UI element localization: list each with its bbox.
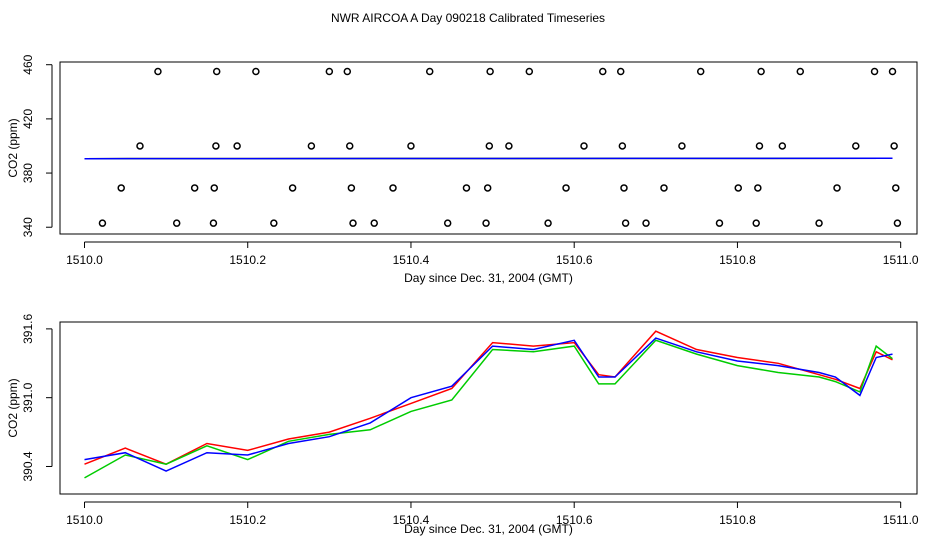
- panel-2: 1510.0 1510.2 1510.4 1510.6 1510.8 1511.0 390.…: [6, 314, 919, 536]
- data-point: [325, 67, 334, 76]
- data-point: [212, 67, 221, 76]
- data-point: [485, 142, 494, 150]
- data-point: [443, 219, 452, 227]
- data-point: [892, 184, 900, 192]
- data-point: [621, 219, 630, 227]
- data-point: [407, 142, 415, 150]
- data-point: [754, 184, 762, 192]
- x-tick-label: 1510.6: [556, 253, 593, 267]
- data-point: [486, 67, 494, 76]
- x-tick-label: 1510.0: [66, 253, 103, 267]
- data-point: [715, 219, 724, 227]
- x-tick-label: 1511.0: [883, 513, 919, 527]
- y-tick-label: 391.0: [21, 382, 35, 412]
- data-point: [888, 67, 897, 76]
- data-point: [136, 142, 144, 150]
- y-tick-label: 391.6: [21, 314, 35, 344]
- data-point: [752, 219, 760, 227]
- data-point: [210, 184, 219, 192]
- y-tick-label: 340: [21, 217, 35, 237]
- chart-title: NWR AIRCOA A Day 090218 Calibrated Times…: [331, 11, 605, 25]
- data-point: [734, 184, 743, 192]
- plot-frame: [59, 61, 918, 235]
- data-point: [852, 142, 860, 150]
- x-tick-label: 1510.2: [229, 513, 266, 527]
- data-point: [544, 219, 552, 227]
- series-line-2: [84, 339, 893, 479]
- data-point: [778, 142, 787, 150]
- y-axis-label: CO2 (ppm): [6, 378, 20, 437]
- x-axis-label: Day since Dec. 31, 2004 (GMT): [404, 271, 573, 285]
- data-point: [757, 67, 765, 76]
- data-point: [620, 184, 628, 192]
- y-tick-label: 390.4: [21, 451, 35, 481]
- data-point: [389, 184, 397, 192]
- series-line-3: [84, 337, 893, 472]
- data-point: [190, 184, 199, 192]
- x-tick-label: 1511.0: [883, 253, 919, 267]
- data-point: [349, 219, 357, 227]
- data-point: [154, 67, 162, 76]
- data-point: [252, 67, 260, 76]
- data-point: [580, 142, 588, 150]
- x-tick-label: 1510.0: [66, 513, 103, 527]
- data-point: [98, 219, 107, 227]
- data-point: [483, 184, 492, 192]
- data-point: [616, 67, 625, 76]
- panel-1: 1510.0 1510.2 1510.4 1510.6 1510.8 1511.0 340 3…: [6, 54, 919, 285]
- data-point: [755, 142, 764, 150]
- data-point: [893, 219, 902, 227]
- x-tick-label: 1510.8: [719, 253, 756, 267]
- data-point: [796, 67, 805, 76]
- data-point: [482, 219, 490, 227]
- data-point: [270, 219, 278, 227]
- data-point: [347, 184, 356, 192]
- data-point: [642, 219, 650, 227]
- data-point: [212, 142, 220, 150]
- data-point: [462, 184, 471, 192]
- data-point: [870, 67, 879, 76]
- data-point: [599, 67, 607, 76]
- data-point: [345, 142, 354, 150]
- data-point: [618, 142, 627, 150]
- data-point: [505, 142, 513, 150]
- x-axis-label: Day since Dec. 31, 2004 (GMT): [404, 522, 573, 536]
- data-point: [425, 67, 434, 76]
- data-point: [233, 142, 241, 150]
- x-tick-label: 1510.4: [393, 513, 430, 527]
- data-point: [343, 67, 352, 76]
- data-point: [562, 184, 570, 192]
- x-tick-label: 1510.2: [229, 253, 266, 267]
- data-point: [370, 219, 378, 227]
- data-point: [678, 142, 686, 150]
- data-point: [696, 67, 705, 76]
- data-point: [833, 184, 841, 192]
- data-point: [172, 219, 181, 227]
- data-point: [209, 219, 218, 227]
- data-point: [660, 184, 668, 192]
- y-tick-label: 380: [21, 163, 35, 183]
- data-point: [307, 142, 316, 150]
- plot-frame: [59, 321, 918, 495]
- data-point: [815, 219, 823, 227]
- y-axis-label: CO2 (ppm): [6, 118, 20, 177]
- data-point: [117, 184, 125, 192]
- y-tick-label: 460: [21, 54, 35, 74]
- y-tick-label: 420: [21, 109, 35, 129]
- data-point: [890, 142, 898, 150]
- x-tick-label: 1510.4: [393, 253, 430, 267]
- x-tick-label: 1510.6: [556, 513, 593, 527]
- data-point: [288, 184, 297, 192]
- x-tick-label: 1510.8: [719, 513, 756, 527]
- data-point: [525, 67, 534, 76]
